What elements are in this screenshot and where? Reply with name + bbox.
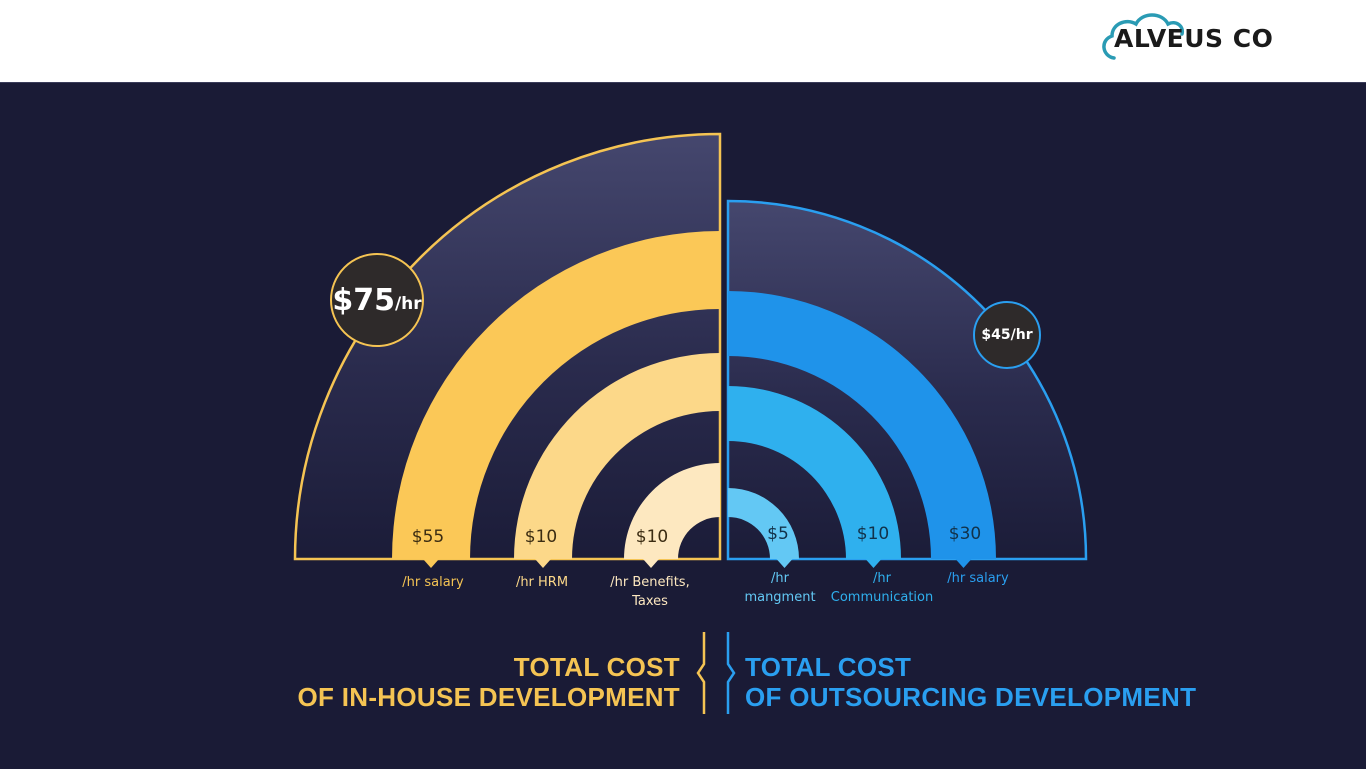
header-bar: ALVEUS CO xyxy=(0,0,1366,82)
in-house-total-badge: $75/hr xyxy=(330,253,424,347)
outsourcing-salary-value: $30 xyxy=(948,524,982,544)
outsourcing-title: TOTAL COST OF OUTSOURCING DEVELOPMENT xyxy=(745,652,1197,712)
in-house-total-unit: /hr xyxy=(394,294,422,314)
in-house-arc-hrm xyxy=(514,353,720,559)
in-house-hrm-value: $10 xyxy=(524,527,558,547)
pointer-icon xyxy=(776,559,793,568)
outsourcing-communication-value: $10 xyxy=(856,524,890,544)
outsourcing-mgmt-label: /hr mangment xyxy=(744,571,816,605)
in-house-title: TOTAL COST OF IN-HOUSE DEVELOPMENT xyxy=(297,652,680,712)
outsourcing-total-amount: $45/hr xyxy=(981,327,1033,343)
brand-name: ALVEUS CO xyxy=(1114,24,1274,53)
in-house-hrm-label: /hr HRM xyxy=(515,575,569,590)
outsourcing-total-badge: $45/hr xyxy=(973,301,1041,369)
in-house-salary-value: $55 xyxy=(411,527,445,547)
pointer-icon xyxy=(643,559,659,568)
outsourcing-arc-salary xyxy=(728,291,996,559)
in-house-arc-benefitstaxes xyxy=(624,463,720,559)
in-house-total-amount: $75 xyxy=(332,282,395,318)
outsourcing-mgmt-value: $5 xyxy=(767,524,789,544)
infographic-canvas: $75/hr $45/hr $55 $10 $10 /hr salary /hr… xyxy=(0,82,1366,769)
brand-logo[interactable]: ALVEUS CO xyxy=(1100,10,1280,62)
radial-cost-chart xyxy=(293,132,1088,568)
outsourcing-arc-communication xyxy=(728,386,901,559)
in-house-benefits-value: $10 xyxy=(635,527,669,547)
in-house-salary-label: /hr salary xyxy=(402,575,464,590)
pointer-icon xyxy=(423,559,439,568)
pointer-icon xyxy=(955,559,972,568)
outsourcing-salary-label: /hr salary xyxy=(947,571,1009,586)
outsourcing-communication-label: /hr Communication xyxy=(830,571,934,605)
pointer-icon xyxy=(535,559,551,568)
in-house-benefits-label: /hr Benefits, Taxes xyxy=(610,575,690,609)
pointer-icon xyxy=(865,559,882,568)
cloud-icon xyxy=(1102,13,1185,60)
outsourcing-arc-mangment xyxy=(728,488,799,559)
in-house-arc-salary xyxy=(392,231,720,559)
brace-divider-icon xyxy=(696,632,736,714)
